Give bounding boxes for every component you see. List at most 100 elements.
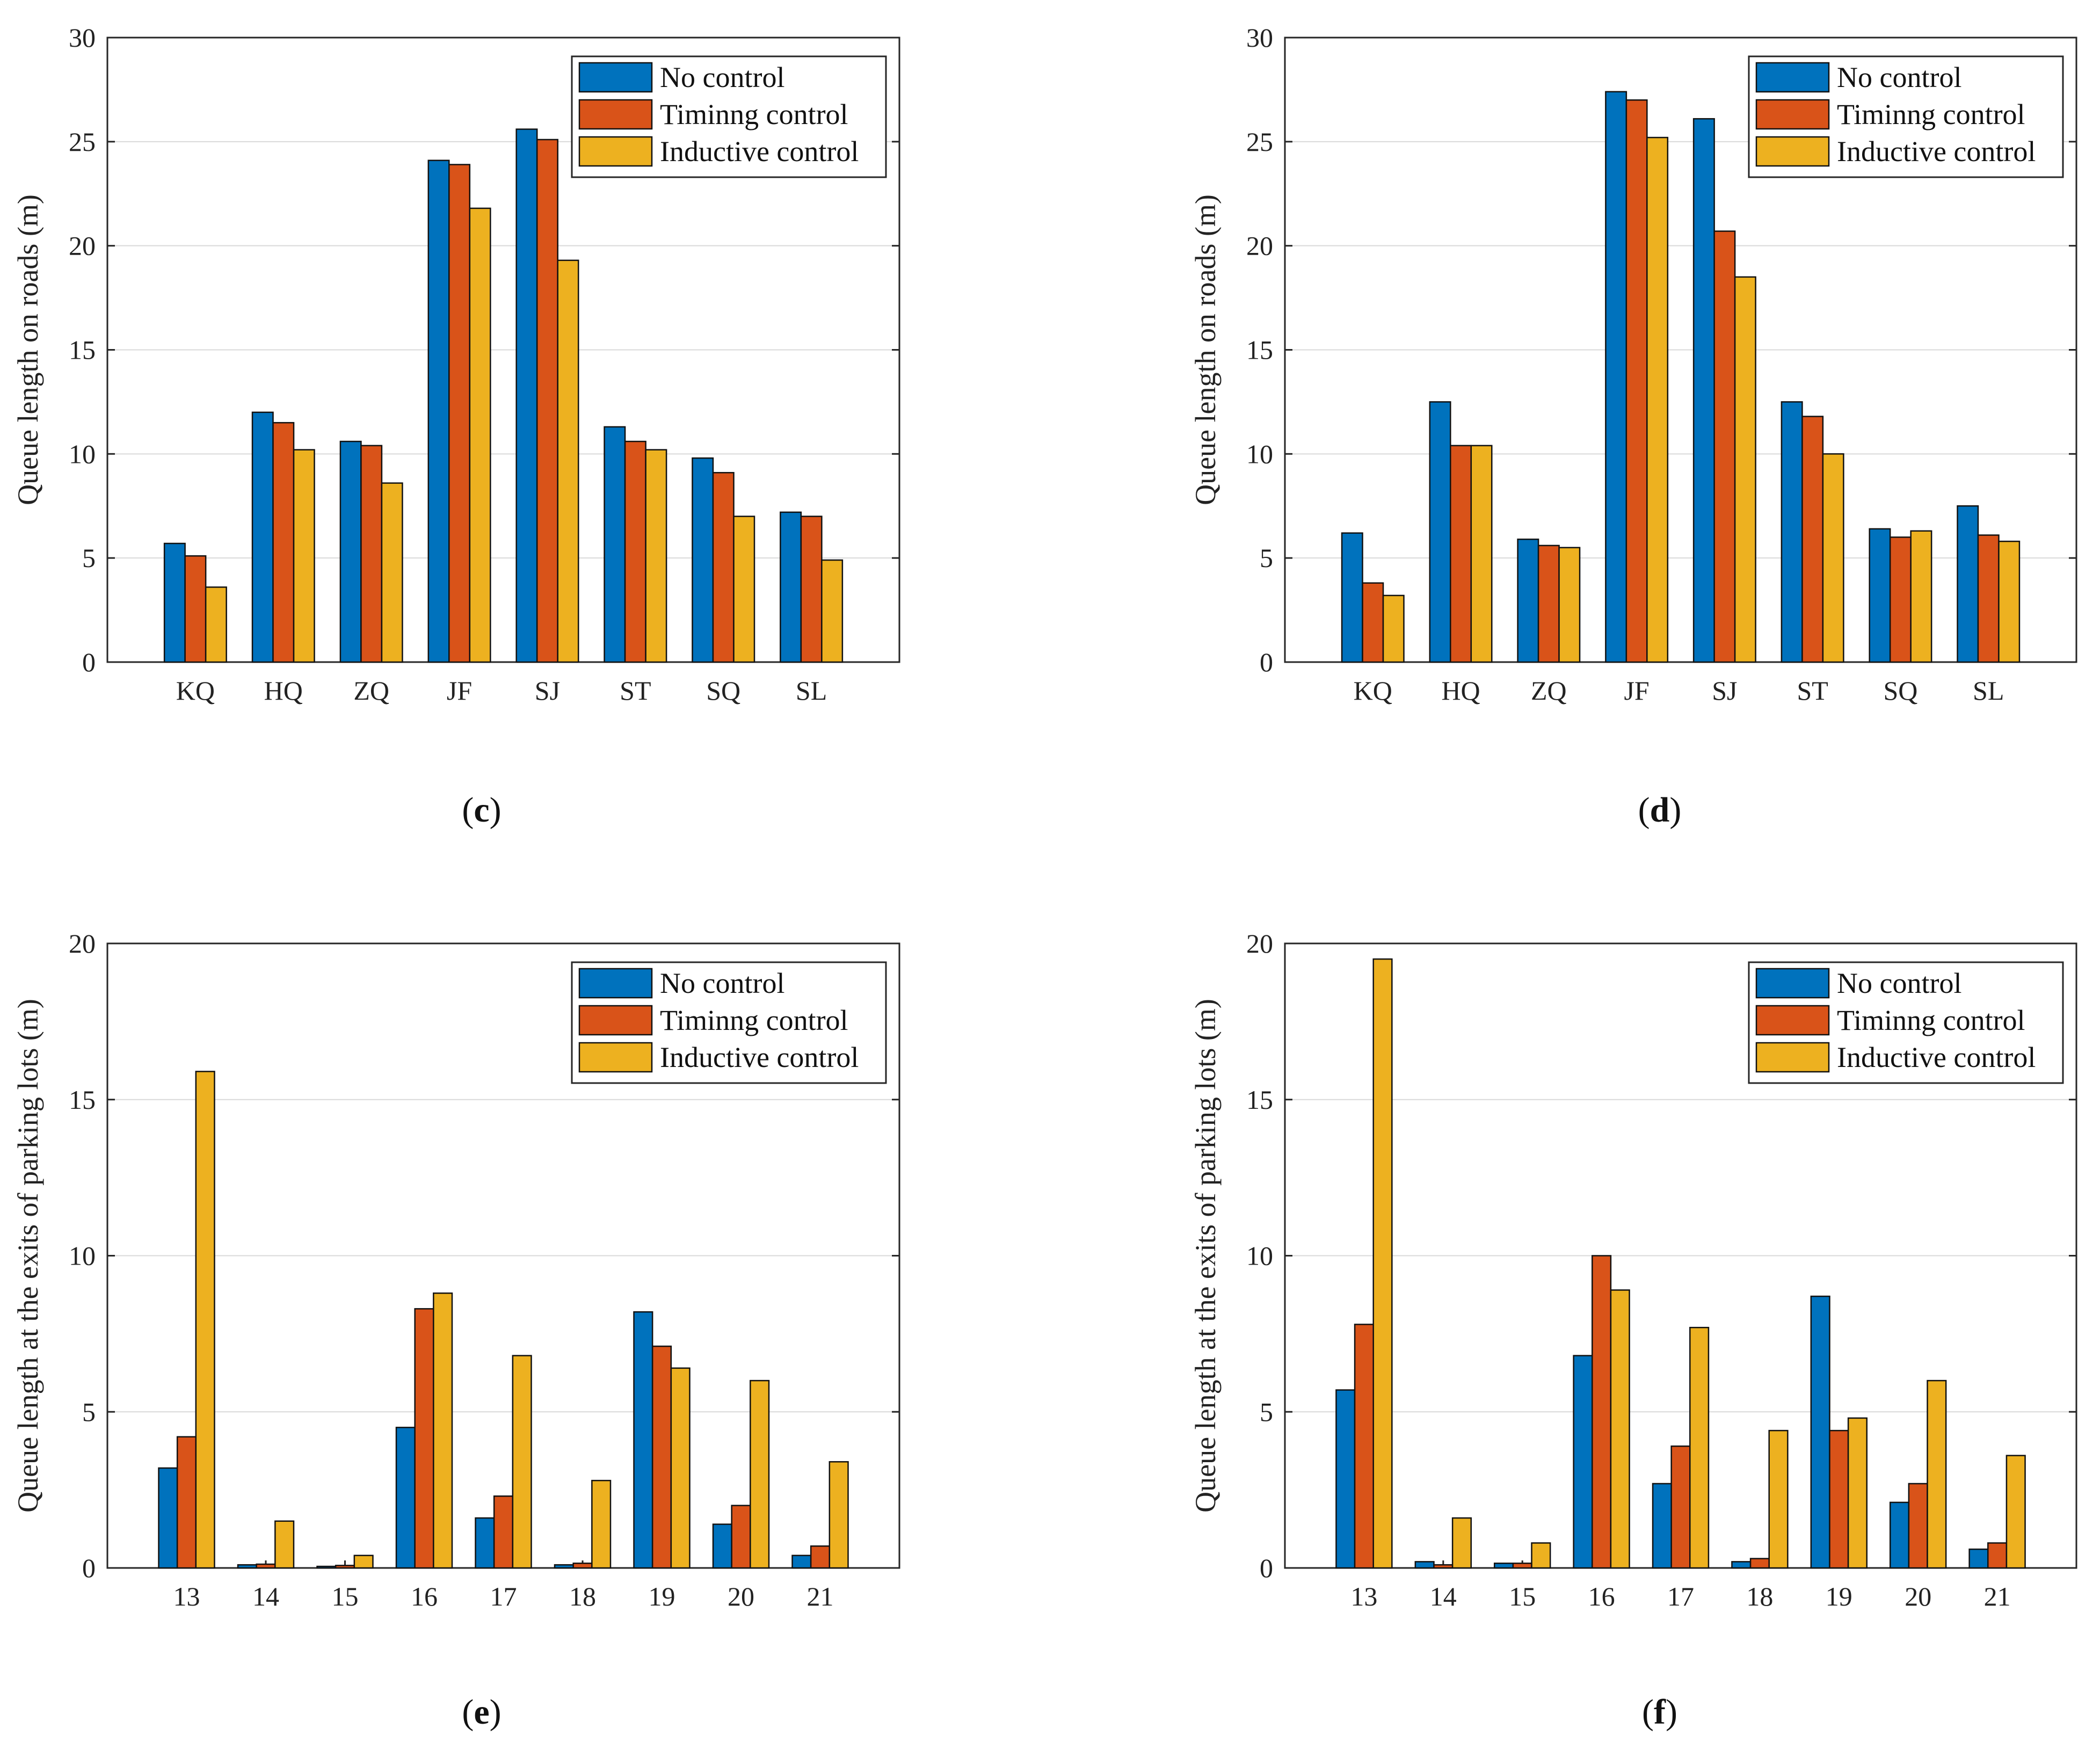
bar-SQ-series-3	[1910, 530, 1932, 663]
bar-JF-series-1	[1605, 91, 1627, 663]
x-tick-label: 14	[252, 1581, 279, 1611]
legend-label: Inductive control	[1837, 135, 2036, 168]
bar-JF-series-2	[448, 164, 471, 663]
y-axis-label: Queue length on roads (m)	[1189, 194, 1222, 505]
bar-KQ-series-3	[205, 586, 227, 663]
x-tick-label: ST	[1797, 676, 1828, 706]
legend-swatch	[1755, 99, 1830, 130]
bar-13-series-1	[158, 1467, 178, 1569]
legend-label: No control	[1837, 967, 1961, 999]
bar-ZQ-series-1	[1517, 539, 1539, 663]
bar-13-series-1	[1335, 1389, 1356, 1569]
x-tick-label: 16	[411, 1581, 438, 1611]
y-tick-label: 5	[82, 1397, 96, 1427]
legend-label: Inductive control	[660, 1041, 859, 1073]
bar-18-series-1	[554, 1564, 574, 1569]
bar-SQ-series-2	[712, 471, 735, 663]
y-tick-label: 15	[69, 1085, 96, 1115]
x-tick-label: 13	[1350, 1581, 1377, 1611]
legend-label: Timinng control	[1837, 98, 2025, 130]
legend-swatch	[578, 99, 653, 130]
bar-SJ-series-2	[1713, 230, 1736, 663]
x-tick-label: SJ	[535, 676, 560, 706]
y-tick-label: 20	[69, 928, 96, 958]
bar-19-series-2	[651, 1345, 672, 1569]
y-tick-label: 0	[82, 1553, 96, 1583]
bar-KQ-series-2	[184, 555, 207, 663]
x-tick-label: 15	[1509, 1581, 1536, 1611]
x-tick-label: SL	[1973, 676, 2004, 706]
x-tick-label: 15	[332, 1581, 359, 1611]
bar-SL-series-2	[800, 515, 823, 663]
legend: No control Timinng control Inductive contr…	[571, 961, 887, 1084]
bar-SJ-series-1	[1692, 118, 1715, 663]
bar-14-series-1	[237, 1564, 257, 1569]
x-tick-label: SL	[796, 676, 827, 706]
x-tick-label: KQ	[176, 676, 215, 706]
x-tick-label: 14	[1430, 1581, 1457, 1611]
bar-19-series-3	[670, 1367, 691, 1569]
x-tick-label: HQ	[264, 676, 303, 706]
bar-17-series-1	[475, 1517, 495, 1569]
legend-swatch	[578, 1005, 653, 1036]
x-tick-label: JF	[447, 676, 472, 706]
bar-18-series-1	[1731, 1561, 1752, 1569]
bar-19-series-1	[1810, 1295, 1830, 1569]
panel-label: (e)	[462, 1693, 501, 1732]
bar-SQ-series-1	[692, 457, 714, 663]
legend-label: No control	[660, 967, 784, 999]
bar-HQ-series-1	[251, 411, 274, 663]
bar-SQ-series-3	[733, 515, 755, 663]
bar-ZQ-series-1	[339, 440, 362, 663]
bar-14-series-3	[274, 1520, 295, 1569]
bar-20-series-1	[1889, 1501, 1910, 1569]
bar-ST-series-1	[1781, 401, 1803, 663]
y-tick-label: 20	[1246, 928, 1273, 958]
bar-HQ-series-3	[1470, 445, 1493, 663]
y-axis-label: Queue length on roads (m)	[12, 194, 44, 505]
legend-label: Timinng control	[660, 1004, 848, 1036]
bar-ST-series-3	[1822, 453, 1844, 663]
legend-swatch	[578, 968, 653, 999]
bar-17-series-2	[493, 1495, 514, 1569]
bar-ZQ-series-2	[360, 445, 383, 663]
legend-swatch	[1755, 62, 1830, 93]
bar-HQ-series-2	[1450, 445, 1472, 663]
bar-16-series-1	[395, 1427, 416, 1569]
bar-SJ-series-3	[1734, 276, 1756, 663]
bar-ST-series-1	[604, 426, 626, 663]
bar-ZQ-series-3	[381, 482, 403, 663]
x-tick-label: SQ	[1883, 676, 1917, 706]
bar-16-series-2	[1592, 1255, 1612, 1569]
bar-13-series-2	[176, 1436, 197, 1569]
bar-KQ-series-1	[163, 542, 186, 663]
bar-ST-series-3	[645, 449, 667, 663]
panel-label: (f)	[1642, 1693, 1677, 1732]
y-axis-label: Queue length at the exits of parking lot…	[12, 999, 44, 1513]
bar-18-series-3	[591, 1479, 612, 1569]
x-tick-label: KQ	[1354, 676, 1392, 706]
bar-14-series-2	[256, 1563, 276, 1569]
x-tick-label: 16	[1588, 1581, 1615, 1611]
bar-17-series-1	[1652, 1483, 1672, 1569]
y-tick-label: 5	[82, 543, 96, 573]
y-axis-label: Queue length at the exits of parking lot…	[1189, 999, 1222, 1513]
panel-label: (c)	[462, 790, 501, 830]
bar-21-series-3	[2005, 1455, 2026, 1569]
bar-15-series-3	[1531, 1542, 1551, 1569]
bar-HQ-series-1	[1429, 401, 1451, 663]
y-tick-label: 25	[1246, 127, 1273, 157]
bar-13-series-2	[1354, 1324, 1374, 1569]
legend: No control Timinng control Inductive contr…	[571, 55, 887, 178]
legend-swatch	[578, 1042, 653, 1073]
bar-17-series-2	[1670, 1445, 1691, 1569]
y-tick-label: 0	[1260, 1553, 1273, 1583]
x-tick-label: 19	[1826, 1581, 1852, 1611]
bar-SL-series-3	[821, 559, 844, 663]
bar-SL-series-2	[1977, 534, 2000, 663]
bar-19-series-1	[633, 1311, 653, 1569]
y-tick-label: 10	[69, 439, 96, 469]
y-tick-label: 15	[1246, 335, 1273, 365]
legend-label: Timinng control	[660, 98, 848, 130]
bar-SQ-series-1	[1869, 528, 1891, 663]
